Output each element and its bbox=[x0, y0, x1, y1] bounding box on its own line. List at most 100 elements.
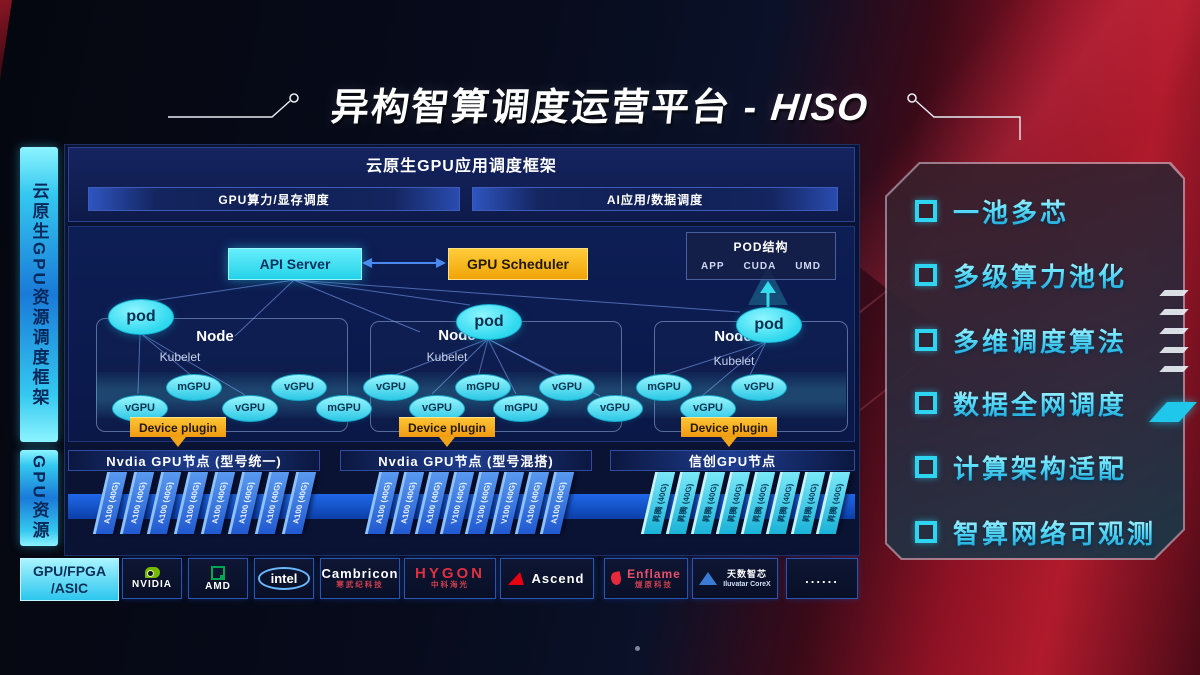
api-server-box: API Server bbox=[228, 248, 362, 280]
vendor-name: HYGON bbox=[414, 565, 485, 582]
vendor-text-col: Ascend bbox=[531, 571, 585, 586]
vendor-name: NVIDIA bbox=[132, 579, 172, 590]
nvidia-icon bbox=[144, 567, 160, 578]
vendor-logo-row-inner: 天数智芯 Iluvatar CoreX bbox=[699, 569, 771, 589]
device-plugin-2: Device plugin bbox=[399, 417, 495, 437]
vendor-text-col: Enflame 燧原科技 bbox=[627, 566, 681, 589]
page-title: 异构智算调度运营平台 - HISO bbox=[0, 76, 1200, 131]
mgpu-ellipse: mGPU bbox=[166, 374, 222, 401]
vendor-text-col: 天数智芯 Iluvatar CoreX bbox=[723, 569, 770, 589]
device-plugin-1: Device plugin bbox=[130, 417, 226, 437]
node-label-1: Node bbox=[196, 328, 234, 345]
mgpu-ellipse: mGPU bbox=[455, 374, 511, 401]
mgpu-ellipse: mGPU bbox=[316, 395, 372, 422]
sidebar-bottom-text: GPU资源 bbox=[29, 455, 49, 541]
pod-ellipse-2: pod bbox=[456, 304, 522, 340]
feature-label: 数据全网调度 bbox=[953, 385, 1127, 422]
pod-layer-umd: UMD bbox=[795, 261, 821, 272]
title-cn: 异构智算调度运营平台 bbox=[328, 87, 734, 129]
framework-title: 云原生GPU应用调度框架 bbox=[366, 158, 557, 175]
vendor-logo-hygon: HYGON 中科海光 bbox=[404, 558, 496, 599]
kubelet-label-2: Kubelet bbox=[426, 350, 468, 364]
corner-red-accent bbox=[0, 0, 12, 80]
vendor-name: Ascend bbox=[531, 571, 585, 586]
title-dash: - bbox=[728, 87, 774, 129]
pod-ellipse-3: pod bbox=[736, 307, 802, 343]
sidebar-top-text: 云原生GPU资源调度框架 bbox=[29, 181, 49, 408]
vgpu-ellipse: vGPU bbox=[363, 374, 419, 401]
gpu-scheduler-box: GPU Scheduler bbox=[448, 248, 588, 280]
hardware-category-box: GPU/FPGA /ASIC bbox=[20, 558, 119, 601]
feature-item-4: 数据全网调度 bbox=[915, 385, 1127, 422]
feature-label: 多维调度算法 bbox=[953, 322, 1127, 359]
vgpu-ellipse: vGPU bbox=[539, 374, 595, 401]
vendor-logo-row-inner: Ascend bbox=[507, 571, 585, 586]
square-bullet-icon bbox=[915, 521, 937, 543]
vendor-subname: 中科海光 bbox=[431, 580, 469, 589]
feature-item-6: 智算网络可观测 bbox=[915, 514, 1156, 551]
vgpu-ellipse: vGPU bbox=[271, 374, 327, 401]
module-ai-data-scheduling: AI应用/数据调度 bbox=[472, 187, 838, 211]
mgpu-ellipse: mGPU bbox=[636, 374, 692, 401]
vendor-subname: 燧原科技 bbox=[635, 579, 673, 589]
gpu-node-header-xinchuang: 信创GPU节点 bbox=[610, 450, 855, 471]
title-en: HISO bbox=[768, 87, 871, 129]
vendor-subname: 寒武纪科技 bbox=[336, 580, 384, 589]
vendor-name: intel bbox=[257, 567, 311, 590]
feature-item-1: 一池多芯 bbox=[915, 195, 1069, 228]
module-gpu-compute-scheduling: GPU算力/显存调度 bbox=[88, 187, 460, 211]
device-plugin-3: Device plugin bbox=[681, 417, 777, 437]
vendor-name: ...... bbox=[805, 571, 839, 586]
feature-item-3: 多维调度算法 bbox=[915, 322, 1127, 359]
square-bullet-icon bbox=[915, 264, 937, 286]
ascend-icon bbox=[507, 572, 528, 585]
down-arrow-icon bbox=[170, 437, 186, 447]
category-line1: GPU/FPGA bbox=[32, 562, 107, 579]
page-dot bbox=[635, 646, 640, 651]
pod-structure-layers: APP CUDA UMD bbox=[687, 255, 835, 272]
pod-structure-box: POD结构 APP CUDA UMD bbox=[686, 232, 836, 280]
vendor-logo-ascend: Ascend bbox=[500, 558, 594, 599]
pod-layer-cuda: CUDA bbox=[743, 261, 777, 272]
iluvatar-icon bbox=[699, 572, 718, 585]
vendor-logo-intel: intel bbox=[254, 558, 314, 599]
sidebar-label-gpu-resources: GPU资源 bbox=[20, 450, 58, 546]
vendor-logo-nvidia: NVIDIA bbox=[122, 558, 182, 599]
vendor-name: Enflame bbox=[627, 566, 681, 581]
features-panel bbox=[885, 162, 1185, 560]
amd-icon bbox=[211, 565, 225, 580]
vgpu-ellipse: vGPU bbox=[587, 395, 643, 422]
vendor-logo-cambricon: Cambricon 寒武纪科技 bbox=[320, 558, 400, 599]
feature-label: 计算架构适配 bbox=[953, 449, 1127, 486]
down-arrow-icon bbox=[439, 437, 455, 447]
sidebar-label-scheduling-framework: 云原生GPU资源调度框架 bbox=[20, 147, 58, 442]
feature-item-5: 计算架构适配 bbox=[915, 449, 1127, 486]
vendor-name: Cambricon bbox=[321, 566, 399, 581]
vendor-name: 天数智芯 bbox=[726, 568, 767, 579]
square-bullet-icon bbox=[915, 200, 937, 222]
vendor-subname: Iluvatar CoreX bbox=[723, 580, 771, 588]
kubelet-label-3: Kubelet bbox=[713, 354, 755, 368]
square-bullet-icon bbox=[915, 456, 937, 478]
features-panel-inner bbox=[887, 164, 1183, 558]
vendor-logo-amd: AMD bbox=[188, 558, 248, 599]
square-bullet-icon bbox=[915, 392, 937, 414]
vendor-logo-more: ...... bbox=[786, 558, 858, 599]
down-arrow-icon bbox=[721, 437, 737, 447]
vendor-logo-row-inner: Enflame 燧原科技 bbox=[609, 566, 681, 589]
enflame-icon bbox=[609, 571, 623, 586]
feature-item-2: 多级算力池化 bbox=[915, 257, 1127, 294]
vendor-name: AMD bbox=[205, 580, 231, 592]
square-bullet-icon bbox=[915, 329, 937, 351]
vendor-logo-enflame: Enflame 燧原科技 bbox=[604, 558, 688, 599]
vendor-logo-iluvatar: 天数智芯 Iluvatar CoreX bbox=[692, 558, 778, 599]
feature-label: 多级算力池化 bbox=[953, 257, 1127, 294]
pod-structure-title: POD结构 bbox=[733, 240, 789, 254]
mgpu-ellipse: mGPU bbox=[493, 395, 549, 422]
vgpu-ellipse: vGPU bbox=[731, 374, 787, 401]
feature-label: 智算网络可观测 bbox=[953, 514, 1156, 551]
kubelet-label-1: Kubelet bbox=[159, 350, 201, 364]
gpu-node-header-uniform: Nvdia GPU节点 (型号统一) bbox=[68, 450, 320, 471]
vgpu-ellipse: vGPU bbox=[222, 395, 278, 422]
